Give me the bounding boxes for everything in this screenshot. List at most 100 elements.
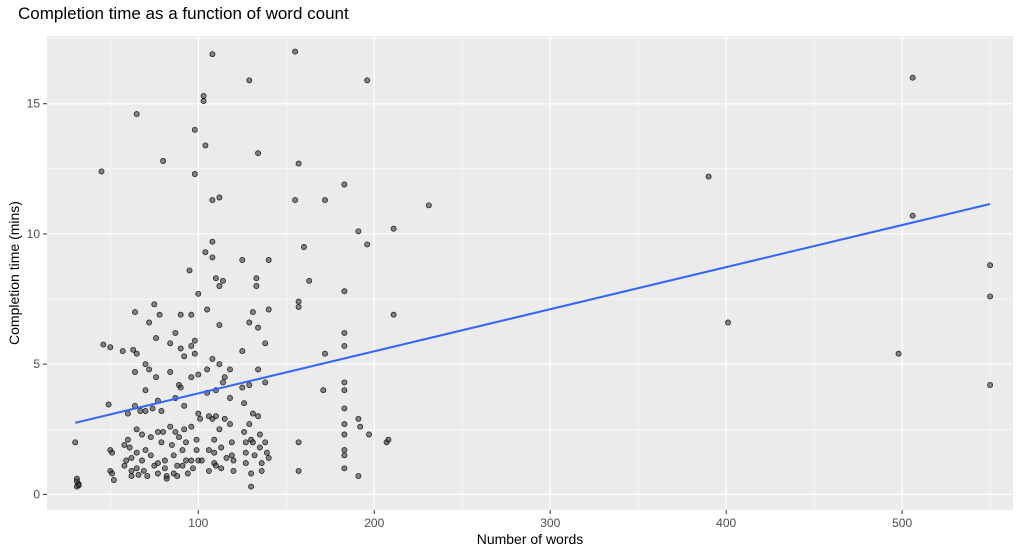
data-point — [987, 293, 994, 300]
data-point — [177, 311, 184, 318]
data-point — [132, 309, 138, 316]
y-tick-label: 0 — [33, 487, 40, 501]
data-point — [144, 473, 151, 480]
data-point — [158, 439, 165, 446]
data-point — [149, 405, 156, 412]
data-point — [248, 483, 255, 490]
data-point — [211, 436, 218, 443]
data-point — [183, 439, 189, 446]
data-point — [200, 92, 207, 99]
data-point — [181, 353, 188, 360]
data-point — [249, 410, 256, 417]
data-point — [263, 449, 270, 456]
data-point — [220, 379, 226, 386]
data-point — [142, 361, 149, 368]
data-point — [195, 290, 202, 297]
data-point — [167, 423, 174, 430]
data-point — [174, 473, 181, 480]
data-point — [322, 197, 328, 204]
data-point — [137, 408, 144, 414]
data-point — [124, 410, 131, 417]
data-point — [227, 366, 233, 373]
data-point — [107, 344, 114, 351]
data-point — [197, 415, 204, 422]
data-point — [248, 470, 255, 477]
data-point — [202, 142, 209, 149]
data-point — [191, 350, 198, 357]
data-point — [341, 379, 348, 386]
data-point — [205, 467, 212, 474]
data-point — [147, 452, 154, 459]
data-point — [147, 434, 154, 441]
data-point — [135, 471, 142, 478]
data-point — [895, 350, 902, 357]
data-point — [341, 431, 348, 438]
data-point — [176, 434, 182, 441]
x-tick-label: 200 — [364, 516, 384, 530]
data-point — [262, 379, 269, 386]
data-point — [216, 194, 223, 201]
data-point — [265, 454, 272, 461]
data-points — [72, 48, 994, 490]
data-point — [181, 426, 188, 433]
data-point — [246, 77, 253, 84]
data-point — [130, 346, 137, 353]
data-point — [295, 467, 302, 474]
data-point — [124, 436, 131, 443]
data-point — [154, 470, 161, 477]
data-point — [366, 431, 372, 438]
data-point — [249, 439, 256, 446]
data-point — [246, 382, 253, 388]
data-point — [242, 449, 249, 456]
data-point — [725, 319, 731, 326]
data-point — [228, 439, 235, 446]
x-tick-label: 300 — [540, 516, 560, 530]
data-point — [191, 171, 198, 177]
data-point — [262, 340, 269, 347]
data-point — [188, 342, 195, 349]
data-point — [146, 366, 153, 373]
data-point — [191, 126, 198, 133]
data-point — [204, 366, 211, 373]
data-point — [139, 457, 145, 464]
x-tick-label: 500 — [892, 516, 912, 530]
data-point — [295, 439, 302, 446]
data-point — [121, 462, 128, 469]
x-axis-title: Number of words — [477, 531, 584, 547]
data-point — [133, 449, 140, 456]
data-point — [151, 301, 158, 308]
data-point — [211, 449, 218, 456]
data-point — [355, 228, 362, 235]
data-point — [341, 181, 348, 188]
data-point — [355, 473, 362, 480]
data-point — [341, 447, 348, 454]
data-point — [218, 444, 225, 451]
data-point — [216, 426, 223, 433]
data-point — [241, 428, 248, 435]
data-point — [110, 477, 117, 483]
data-point — [193, 436, 200, 443]
data-point — [212, 275, 219, 282]
data-point — [198, 457, 205, 464]
data-point — [205, 447, 212, 454]
data-point — [341, 288, 348, 295]
data-point — [75, 482, 82, 489]
data-point — [128, 467, 135, 474]
data-point — [161, 457, 168, 464]
chart-title: Completion time as a function of word co… — [18, 4, 349, 23]
data-point — [220, 277, 226, 284]
data-point — [188, 423, 195, 430]
data-point — [241, 400, 248, 407]
data-point — [119, 348, 126, 355]
data-point — [98, 168, 105, 175]
minor-gridlines — [47, 36, 1013, 510]
data-point — [133, 426, 140, 433]
data-point — [218, 465, 225, 472]
data-point — [341, 465, 348, 472]
data-point — [146, 319, 153, 326]
data-point — [705, 173, 712, 180]
data-point — [133, 350, 140, 357]
data-point — [109, 470, 116, 477]
major-gridlines — [47, 36, 1013, 510]
data-point — [158, 408, 165, 414]
